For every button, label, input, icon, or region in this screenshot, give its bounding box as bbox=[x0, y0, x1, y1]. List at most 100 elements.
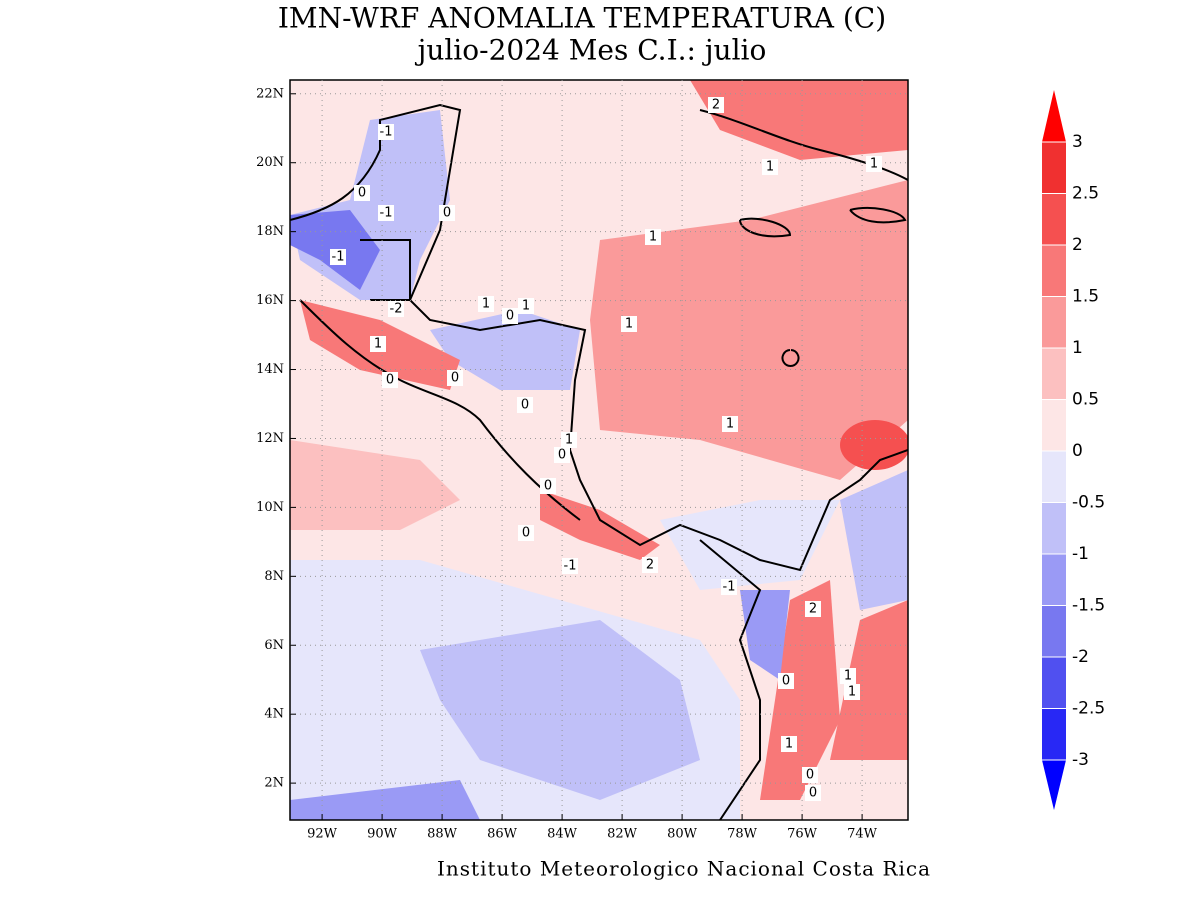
contour-label-bg bbox=[502, 308, 518, 324]
colorbar-label: 3 bbox=[1072, 132, 1083, 152]
x-tick-label: 92W bbox=[307, 827, 338, 842]
contour-label-bg bbox=[517, 397, 533, 413]
contour-label-bg bbox=[805, 601, 821, 617]
contour-label: 0 bbox=[506, 309, 514, 324]
colorbar-over-arrow bbox=[1042, 90, 1066, 142]
colorbar-label: -2 bbox=[1072, 647, 1089, 667]
contour-label-bg bbox=[388, 301, 404, 317]
title-line: IMN-WRF ANOMALIA TEMPERATURA (C) bbox=[278, 2, 886, 35]
contour-label-bg bbox=[642, 557, 658, 573]
contour-label: -1 bbox=[380, 125, 393, 140]
x-tick-label: 90W bbox=[367, 827, 398, 842]
colorbar-label: 1.5 bbox=[1072, 287, 1099, 307]
colorbar-band bbox=[1042, 296, 1066, 348]
y-tick-label: 22N bbox=[256, 86, 284, 101]
contour-label: 2 bbox=[712, 98, 720, 113]
x-tick-label: 82W bbox=[607, 827, 638, 842]
y-tick-label: 16N bbox=[256, 293, 284, 308]
contour-label: 0 bbox=[521, 398, 529, 413]
colorbar-band bbox=[1042, 142, 1066, 194]
colorbar-band bbox=[1042, 245, 1066, 297]
footer: Instituto Meteorologico Nacional Costa R… bbox=[437, 857, 931, 881]
contour-label: 0 bbox=[443, 206, 451, 221]
contour-label: 1 bbox=[844, 669, 852, 684]
contour-label-bg bbox=[518, 525, 534, 541]
contour-label-bg bbox=[866, 156, 882, 172]
contour-label: -1 bbox=[380, 206, 393, 221]
anomaly-field bbox=[290, 80, 908, 820]
contour-label-bg bbox=[554, 447, 570, 463]
colorbar-label: 2 bbox=[1072, 235, 1083, 255]
contour-label: 1 bbox=[374, 337, 382, 352]
contour-label-bg bbox=[378, 205, 394, 221]
contour-label: -1 bbox=[723, 580, 736, 595]
contour-label: 1 bbox=[565, 433, 573, 448]
x-tick-label: 88W bbox=[427, 827, 458, 842]
x-tick-label: 80W bbox=[667, 827, 698, 842]
contour-label-bg bbox=[561, 432, 577, 448]
contour-label: 0 bbox=[809, 786, 817, 801]
colorbar-band bbox=[1042, 554, 1066, 606]
contour-label: 1 bbox=[766, 160, 774, 175]
contour-label-bg bbox=[354, 185, 370, 201]
contour-label: 0 bbox=[782, 674, 790, 689]
colorbar-band bbox=[1042, 399, 1066, 451]
contour-label-bg bbox=[378, 124, 394, 140]
contour-label: 2 bbox=[646, 558, 654, 573]
contour-label: -1 bbox=[332, 250, 345, 265]
colorbar-label: -1 bbox=[1072, 544, 1089, 564]
contour-label-bg bbox=[540, 478, 556, 494]
contour-label: 2 bbox=[809, 602, 817, 617]
colorbar-band bbox=[1042, 193, 1066, 245]
colorbar-band bbox=[1042, 451, 1066, 503]
contour-label: 1 bbox=[625, 317, 633, 332]
contour-label: -2 bbox=[390, 302, 403, 317]
x-tick-label: 78W bbox=[727, 827, 758, 842]
contour-label: 1 bbox=[482, 297, 490, 312]
contour-label-bg bbox=[802, 767, 818, 783]
contour-label-bg bbox=[781, 736, 797, 752]
colorbar-under-arrow bbox=[1042, 760, 1066, 810]
contour-label: 1 bbox=[848, 685, 856, 700]
colorbar-band bbox=[1042, 657, 1066, 709]
contour-label-bg bbox=[447, 370, 463, 386]
contour-label: 1 bbox=[649, 230, 657, 245]
contour-label-bg bbox=[518, 298, 534, 314]
y-tick-label: 2N bbox=[264, 776, 284, 791]
contour-label-bg bbox=[722, 416, 738, 432]
title-line: julio-2024 Mes C.I.: julio bbox=[415, 34, 767, 67]
contour-label: 0 bbox=[544, 479, 552, 494]
contour-label-bg bbox=[778, 673, 794, 689]
contour-label: 0 bbox=[558, 448, 566, 463]
contour-label: 1 bbox=[785, 737, 793, 752]
contour-label: 1 bbox=[726, 417, 734, 432]
x-tick-label: 74W bbox=[847, 827, 878, 842]
y-tick-label: 20N bbox=[256, 155, 284, 170]
contour-label-bg bbox=[721, 579, 737, 595]
colorbar-label: -2.5 bbox=[1072, 699, 1105, 719]
contour-label: 0 bbox=[358, 186, 366, 201]
contour-label: 1 bbox=[870, 157, 878, 172]
colorbar-label: 0.5 bbox=[1072, 390, 1099, 410]
y-tick-label: 18N bbox=[256, 224, 284, 239]
colorbar-band bbox=[1042, 348, 1066, 400]
colorbar-band bbox=[1042, 708, 1066, 760]
x-tick-label: 76W bbox=[787, 827, 818, 842]
contour-label-bg bbox=[645, 229, 661, 245]
contour-label-bg bbox=[805, 785, 821, 801]
colorbar-label: -0.5 bbox=[1072, 493, 1105, 513]
colorbar-label: -1.5 bbox=[1072, 596, 1105, 616]
colorbar-label: 2.5 bbox=[1072, 184, 1099, 204]
contour-label-bg bbox=[439, 205, 455, 221]
y-tick-label: 12N bbox=[256, 431, 284, 446]
contour-label: -1 bbox=[564, 559, 577, 574]
contour-label: 0 bbox=[451, 371, 459, 386]
contour-label: 1 bbox=[522, 299, 530, 314]
y-tick-label: 4N bbox=[264, 707, 284, 722]
contour-label-bg bbox=[370, 336, 386, 352]
contour-label-bg bbox=[330, 249, 346, 265]
colorbar-label: 0 bbox=[1072, 441, 1083, 461]
colorbar-label: 1 bbox=[1072, 338, 1083, 358]
contour-label: 0 bbox=[806, 768, 814, 783]
